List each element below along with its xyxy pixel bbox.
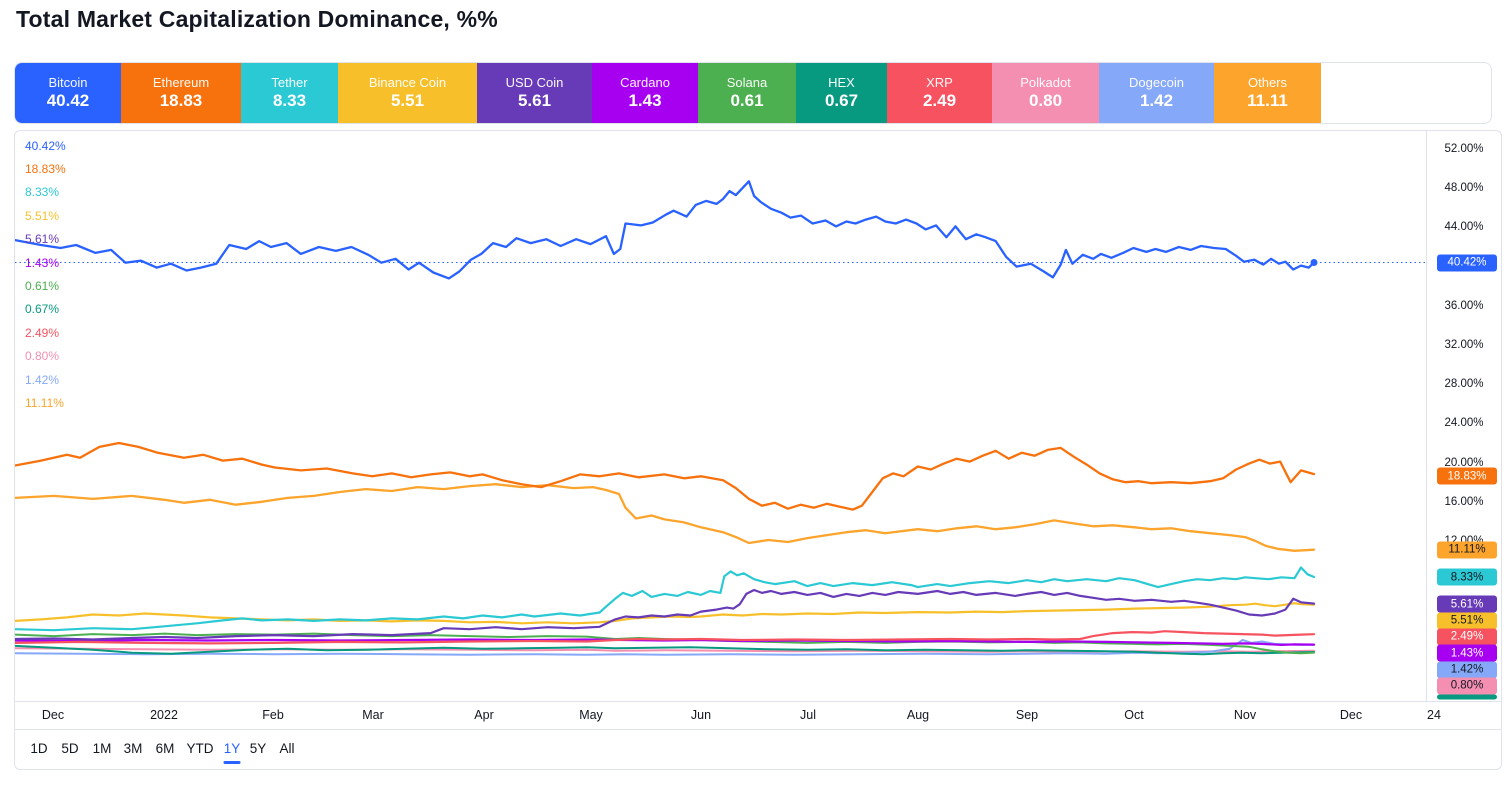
price-badge: 11.11%	[1437, 541, 1497, 558]
legend-button-ethereum[interactable]: Ethereum 18.83	[121, 63, 241, 123]
range-button-1m[interactable]: 1M	[92, 741, 112, 756]
range-toolbar: 1D 5D 1M 3M 6M YTD 1Y 5Y All	[15, 729, 1501, 769]
legend-button-polkadot[interactable]: Polkadot 0.80	[992, 63, 1099, 123]
series-line-ethereum	[15, 441, 1316, 511]
legend-coin-value: 2.49	[922, 91, 957, 110]
legend-coin-value: 40.42	[46, 91, 90, 110]
legend-button-others[interactable]: Others 11.11	[1214, 63, 1321, 123]
legend-coin-name: Tether	[271, 75, 308, 90]
series-line-binance-coin	[15, 602, 1316, 625]
price-badge: 1.43%	[1437, 644, 1497, 662]
legend-button-solana[interactable]: Solana 0.61	[698, 63, 796, 123]
legend-coin-name: Others	[1247, 75, 1287, 90]
time-axis-label: Dec	[1339, 708, 1363, 722]
series-line-others	[15, 483, 1316, 552]
legend-coin-value: 0.67	[824, 91, 859, 110]
legend-coin-value: 8.33	[272, 91, 307, 110]
legend-coin-name: Polkadot	[1020, 75, 1071, 90]
time-axis-label: Oct	[1124, 708, 1144, 722]
series-line-bitcoin	[15, 180, 1316, 280]
time-axis-label: Mar	[362, 708, 384, 722]
legend-coin-name: Ethereum	[152, 75, 210, 90]
time-axis-label: Jun	[690, 708, 712, 722]
legend-coin-value: 1.42	[1139, 91, 1174, 110]
legend-button-xrp[interactable]: XRP 2.49	[887, 63, 992, 123]
price-axis-tick: 36.00%	[1444, 299, 1484, 312]
legend-button-bitcoin[interactable]: Bitcoin 40.42	[15, 63, 121, 123]
time-axis-label: Feb	[262, 708, 284, 722]
legend-button-usd-coin[interactable]: USD Coin 5.61	[477, 63, 592, 123]
price-badge: 5.51%	[1437, 612, 1497, 629]
legend-coin-name: Bitcoin	[48, 75, 88, 90]
time-axis-label: Aug	[906, 708, 930, 722]
legend-coin-name: HEX	[828, 75, 855, 90]
legend-button-dogecoin[interactable]: Dogecoin 1.42	[1099, 63, 1214, 123]
series-line-tether	[15, 566, 1316, 632]
legend-bar: Bitcoin 40.42 Ethereum 18.83 Tether 8.33 Binan…	[14, 62, 1492, 124]
right-price-axis[interactable]: 52.00% 48.00% 44.00% 36.00% 32.00% 28.00% 24.0…	[1426, 131, 1501, 701]
page-title: Total Market Capitalization Dominance, %…	[16, 6, 498, 32]
price-badge: 40.42%	[1437, 254, 1497, 271]
series-line-usd-coin	[15, 588, 1316, 641]
series-chart[interactable]	[15, 131, 1426, 701]
price-badge: 18.83%	[1437, 467, 1497, 485]
legend-coin-name: Cardano	[620, 75, 670, 90]
legend-coin-value: 5.51	[390, 91, 425, 110]
range-button-1y[interactable]: 1Y	[223, 741, 241, 756]
price-badge: 1.42%	[1437, 661, 1497, 678]
legend-button-binance-coin[interactable]: Binance Coin 5.51	[338, 63, 477, 123]
time-axis-label: Nov	[1233, 708, 1257, 722]
price-badge: 0.80%	[1437, 677, 1497, 694]
legend-coin-value: 0.80	[1028, 91, 1063, 110]
time-axis-label: May	[579, 708, 603, 722]
active-range-underline	[223, 761, 241, 764]
price-axis-tick: 48.00%	[1444, 182, 1484, 195]
legend-coin-value: 0.61	[730, 91, 764, 110]
range-button-1d[interactable]: 1D	[30, 741, 48, 756]
legend-coin-name: USD Coin	[505, 75, 564, 90]
legend-button-cardano[interactable]: Cardano 1.43	[592, 63, 698, 123]
range-button-all[interactable]: All	[279, 741, 295, 756]
time-axis[interactable]: Dec 2022 Feb Mar Apr May Jun Jul Aug Sep Oct Nov Dec…	[15, 701, 1501, 729]
range-button-5d[interactable]: 5D	[61, 741, 79, 756]
price-axis-tick: 20.00%	[1444, 456, 1484, 469]
chart-card: 40.42% 18.83% 8.33% 5.51% 5.61% 1.43% 0.61% 0.6…	[14, 130, 1502, 770]
price-badge: 5.61%	[1437, 595, 1497, 613]
price-badge	[1437, 694, 1497, 700]
time-axis-label: Jul	[800, 708, 816, 722]
time-axis-label: 24	[1427, 708, 1441, 722]
legend-coin-value: 5.61	[517, 91, 552, 110]
price-axis-tick: 24.00%	[1444, 417, 1484, 430]
range-button-3m[interactable]: 3M	[123, 741, 143, 756]
legend-coin-value: 11.11	[1247, 91, 1288, 110]
range-button-5y[interactable]: 5Y	[249, 741, 267, 756]
time-axis-label: 2022	[150, 708, 178, 722]
price-badge: 2.49%	[1437, 628, 1497, 645]
legend-coin-name: Binance Coin	[368, 75, 447, 90]
series-line-dogecoin	[15, 639, 1315, 656]
range-button-ytd[interactable]: YTD	[186, 741, 214, 756]
legend-coin-name: Solana	[726, 75, 768, 90]
legend-button-tether[interactable]: Tether 8.33	[241, 63, 338, 123]
time-axis-label: Apr	[474, 708, 494, 722]
last-price-dot	[1310, 258, 1318, 266]
legend-coin-value: 18.83	[159, 91, 203, 110]
range-button-6m[interactable]: 6M	[155, 741, 175, 756]
price-axis-tick: 52.00%	[1444, 143, 1484, 155]
legend-coin-value: 1.43	[628, 91, 662, 110]
plot-area[interactable]: 40.42% 18.83% 8.33% 5.51% 5.61% 1.43% 0.61% 0.6…	[15, 131, 1426, 701]
series-line-hex	[15, 644, 1315, 656]
time-axis-label: Dec	[41, 708, 65, 722]
time-axis-label: Sep	[1015, 708, 1039, 722]
price-axis-tick: 16.00%	[1444, 495, 1484, 508]
legend-coin-name: Dogecoin	[1129, 75, 1184, 90]
price-badge: 8.33%	[1437, 568, 1497, 586]
price-axis-tick: 44.00%	[1444, 221, 1484, 234]
legend-button-hex[interactable]: HEX 0.67	[796, 63, 887, 123]
price-axis-tick: 32.00%	[1444, 339, 1484, 351]
legend-coin-name: XRP	[926, 75, 953, 90]
series-line-xrp	[15, 630, 1316, 645]
price-axis-tick: 28.00%	[1444, 378, 1484, 391]
